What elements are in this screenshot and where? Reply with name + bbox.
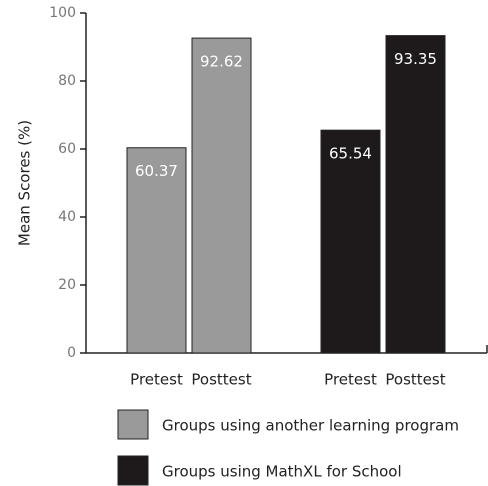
legend-swatch <box>117 455 149 486</box>
y-tick-label: 80 <box>58 73 76 89</box>
value-label: 93.35 <box>394 50 437 68</box>
bar <box>126 147 187 354</box>
legend-label: Groups using MathXL for School <box>162 463 402 481</box>
y-tick-label: 100 <box>49 5 76 21</box>
value-label: 60.37 <box>135 162 178 180</box>
bar <box>320 129 381 354</box>
y-tick-label: 60 <box>58 141 76 157</box>
y-axis-label: Mean Scores (%) <box>16 120 34 246</box>
x-tick-label: Pretest <box>324 371 377 389</box>
y-tick-label: 20 <box>58 277 76 293</box>
legend-label: Groups using another learning program <box>162 417 459 435</box>
legend-swatch <box>117 409 149 440</box>
bar <box>385 35 446 354</box>
value-label: 65.54 <box>329 145 372 163</box>
x-tick-label: Pretest <box>130 371 183 389</box>
value-label: 92.62 <box>200 53 243 71</box>
y-tick-label: 0 <box>67 345 76 361</box>
y-tick-label: 40 <box>58 209 76 225</box>
x-tick-label: Posttest <box>191 371 251 389</box>
bar <box>191 37 252 354</box>
x-tick-label: Posttest <box>385 371 445 389</box>
